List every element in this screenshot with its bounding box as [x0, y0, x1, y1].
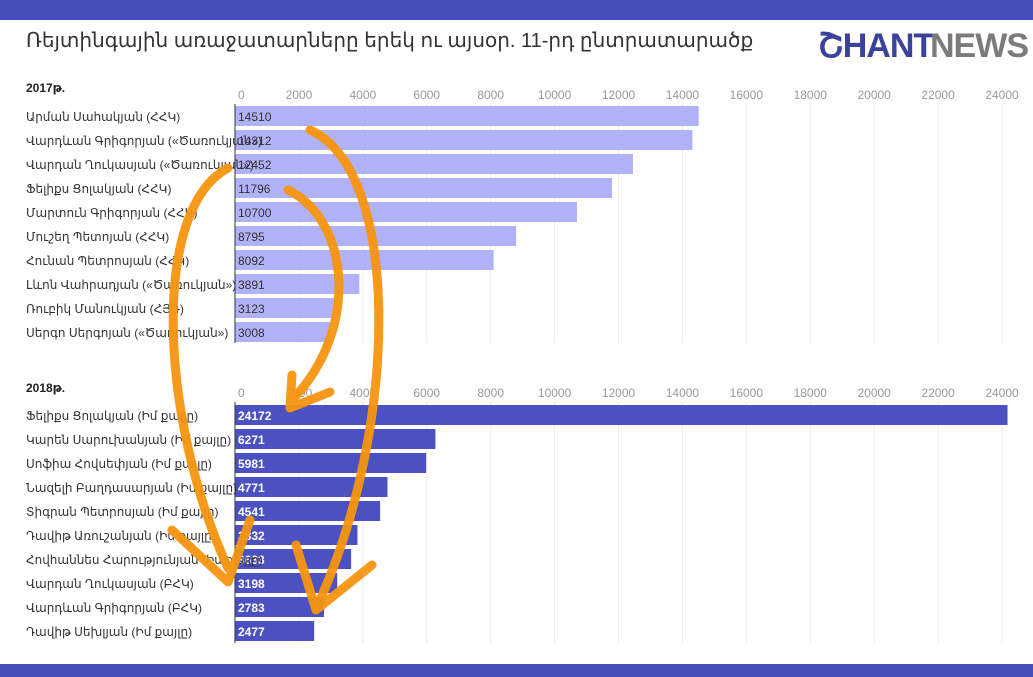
data-label: 11796: [238, 182, 271, 196]
shantnews-logo: ՇHANT NEWS: [818, 27, 1029, 65]
arrow-1-head-icon: [167, 515, 255, 587]
bar: [235, 453, 427, 473]
category-label: Վարդևան Գրիգորյան («Ծառուկյան»): [26, 134, 262, 148]
arrow-1-shaft: [168, 163, 233, 573]
tick-label: 22000: [921, 386, 955, 400]
bottom-band: [0, 664, 1033, 677]
category-label: Լևոն Վահրադյան («Ծառուկյան»): [26, 278, 236, 292]
bar: [235, 525, 358, 545]
tick-label: 18000: [794, 386, 828, 400]
category-label: Ռուբիկ Մանուկյան (ՀՅԴ): [26, 302, 184, 316]
page-title: Ռեյտինգային առաջատարները երեկ ու այսօր. …: [26, 30, 754, 52]
chart-2017: 0 2000 4000 6000 8000 10000 12000 14000 16000 180…: [26, 81, 1019, 343]
data-label: 6271: [238, 433, 265, 447]
bar: [235, 130, 693, 150]
data-label: 4541: [238, 505, 265, 519]
category-label: Վարդան Ղուկասյան («Ծառուկյան»): [26, 158, 254, 172]
tick-label: 18000: [794, 88, 828, 102]
category-label: Վարդևան Գրիգորյան (ԲՀԿ): [26, 601, 202, 615]
bar: [235, 298, 335, 318]
bar: [235, 549, 352, 569]
data-label: 10700: [238, 206, 272, 220]
tick-label: 16000: [730, 386, 764, 400]
data-label: 5981: [238, 457, 265, 471]
bar: [235, 250, 494, 270]
tick-label: 24000: [985, 386, 1019, 400]
category-label: Կարեն Սարուխանյան (Իմ քայլը): [26, 433, 231, 447]
tick-label: 12000: [602, 386, 636, 400]
tick-label: 14000: [666, 386, 700, 400]
data-label: 4771: [238, 481, 265, 495]
arrows-overlay: [167, 125, 384, 615]
category-label: Մուշեղ Պետոյան (ՀՀԿ): [26, 230, 169, 244]
tick-label: 4000: [349, 386, 376, 400]
chart-title-2017: 2017թ.: [26, 81, 65, 95]
arrow-3-shaft: [283, 185, 344, 405]
tick-label: 20000: [857, 386, 891, 400]
data-label: 3198: [238, 577, 265, 591]
data-label: 3891: [238, 278, 265, 292]
data-label: 2783: [238, 601, 265, 615]
tick-label: 0: [238, 88, 245, 102]
tick-label: 4000: [349, 88, 376, 102]
top-band: [0, 0, 1033, 20]
data-label: 3633: [238, 553, 265, 567]
category-label: Ֆելիքս Ցոլակյան (Իմ քայլը): [26, 409, 198, 423]
data-label: 8795: [238, 230, 265, 244]
category-label: Դավիթ Սեխլյան (Իմ քայլը): [26, 625, 192, 639]
bar: [235, 405, 1008, 425]
chart-2018: 0 2000 4000 6000 8000 10000 12000 14000 16000 180…: [26, 381, 1019, 643]
logo-part-news: NEWS: [930, 27, 1029, 65]
tick-label: 22000: [921, 88, 955, 102]
category-label: Տիգրան Պետրոսյան (Իմ քայլը): [26, 505, 218, 519]
tick-label: 16000: [730, 88, 764, 102]
data-label: 3123: [238, 302, 265, 316]
tick-label: 10000: [538, 386, 572, 400]
chart-title-2018: 2018թ.: [26, 381, 65, 395]
category-label: Նազելի Բաղդասարյան (Իմ քայլը): [26, 481, 237, 495]
category-label: Մարտուն Գրիգորյան (ՀՀԿ): [26, 206, 197, 220]
bar: [235, 274, 360, 294]
bar: [235, 178, 612, 198]
tick-label: 12000: [602, 88, 636, 102]
tick-label: 6000: [413, 386, 440, 400]
tick-label: 10000: [538, 88, 572, 102]
data-label: 12452: [238, 158, 272, 172]
data-label: 2477: [238, 625, 265, 639]
data-label: 14510: [238, 110, 272, 124]
category-label: Հունան Պետրոսյան (ՀՀԿ): [26, 254, 189, 268]
bar: [235, 621, 315, 641]
logo-part-shant: ՇHANT: [818, 27, 934, 65]
bar: [235, 501, 381, 521]
category-label: Սոֆիա Հովսեփյան (Իմ քայլը): [26, 457, 212, 471]
data-label: 3008: [238, 326, 265, 340]
category-label: Վարդան Ղուկասյան (ԲՀԿ): [26, 577, 194, 591]
bar: [235, 477, 388, 497]
arrow-2-shaft: [305, 125, 384, 605]
tick-label: 24000: [985, 88, 1019, 102]
arrow-2-head-icon: [291, 540, 377, 615]
category-label: Ֆելիքս Ցոլակյան (ՀՀԿ): [26, 182, 171, 196]
bar: [235, 202, 577, 222]
bar: [235, 154, 633, 174]
bar: [235, 106, 699, 126]
bar: [235, 322, 332, 342]
tick-label: 8000: [477, 386, 504, 400]
tick-label: 0: [238, 386, 245, 400]
data-label: 24172: [238, 409, 272, 423]
bar: [235, 429, 436, 449]
arrow-3-head-icon: [285, 370, 335, 413]
tick-label: 6000: [413, 88, 440, 102]
bar: [235, 597, 324, 617]
tick-label: 14000: [666, 88, 700, 102]
tick-label: 2000: [286, 88, 313, 102]
data-label: 8092: [238, 254, 265, 268]
tick-label: 20000: [857, 88, 891, 102]
category-label: Սերգո Սերգոյան («Ծառուկյան»): [26, 326, 228, 340]
data-label: 14312: [238, 134, 272, 148]
category-label: Արման Սահակյան (ՀՀԿ): [26, 110, 180, 124]
tick-label: 8000: [477, 88, 504, 102]
